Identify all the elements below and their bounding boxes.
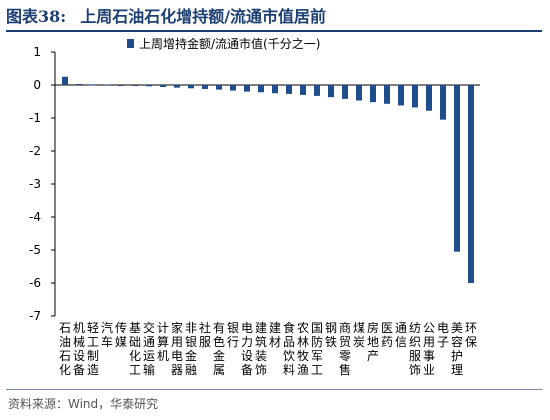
y-tick-label: -5 [29,243,41,257]
x-tick-label: 家用电器 [171,320,183,377]
x-tick-label: 非银金融 [185,321,197,377]
legend-label: 上周增持金额/流通市值(千分之一) [139,36,320,51]
bar [244,85,250,92]
x-tick-label: 房地产 [367,320,379,363]
x-axis-labels: 石油石化机械设备轻工制造汽车传媒基础化工交通运输计算机家用电器非银金融社服有色金… [59,320,477,377]
bar [370,85,376,103]
x-tick-label: 电力设备 [241,321,253,377]
bar [230,85,236,91]
x-tick-label: 计算机 [157,321,169,363]
x-tick-label: 石油石化 [59,321,71,377]
bar [356,85,362,101]
x-tick-label: 公用事业 [423,321,435,377]
x-tick-label: 通信 [395,321,407,349]
bar [468,85,474,283]
bar [412,85,418,108]
x-tick-label: 电子 [437,321,449,349]
x-tick-label: 传媒 [115,320,127,349]
x-tick-label: 商贸零售 [339,320,351,377]
bar [286,85,292,94]
x-tick-label: 美容护理 [451,321,463,377]
bar [300,85,306,95]
bar [328,85,334,98]
y-tick-label: 1 [33,45,41,59]
bar-chart: 上周增持金额/流通市值(千分之一) -7 -6 -5 -4 -3 -2 -1 0 1 石油石化机… [29,36,480,377]
figure-label: 图表38: [6,7,67,26]
x-tick-label: 建筑装饰 [255,321,267,377]
bar [132,85,138,86]
bar [216,85,222,90]
bar [160,85,166,87]
x-tick-label: 农林牧渔 [297,321,309,377]
title-underline [6,30,542,32]
bar [188,85,194,89]
y-tick-label: -6 [29,276,41,290]
bar [314,85,320,96]
source-note: 资料来源：Wind，华泰研究 [8,397,159,411]
x-tick-label: 煤炭 [353,321,365,349]
y-axis: -7 -6 -5 -4 -3 -2 -1 0 1 [29,45,480,323]
bar [90,84,96,86]
bar [202,85,208,89]
y-tick-label: -2 [29,144,41,158]
x-tick-label: 汽车 [101,320,113,349]
x-tick-label: 交通运输 [143,320,155,377]
y-tick-label: 0 [33,78,41,92]
bar [440,85,446,120]
x-tick-label: 建材 [269,321,281,349]
bar-series [62,76,474,283]
source-divider [6,389,542,390]
x-tick-label: 银行 [227,321,239,349]
x-tick-label: 医药 [381,321,393,349]
bar [104,84,110,86]
bar [258,85,264,93]
x-tick-label: 钢铁 [325,321,337,349]
bar [62,76,68,85]
x-tick-label: 轻工制造 [87,321,99,377]
bar [146,85,152,87]
bar [426,85,432,111]
x-tick-label: 基础化工 [129,321,141,377]
bar [384,85,390,104]
bar [342,85,348,99]
bar [76,84,82,86]
x-tick-label: 纺织服饰 [409,321,421,377]
chart-legend: 上周增持金额/流通市值(千分之一) [127,36,320,51]
x-tick-label: 机械设备 [73,321,85,377]
x-tick-label: 有色金属 [213,321,225,377]
x-tick-label: 社服 [199,320,211,349]
bar [398,85,404,106]
bar [174,85,180,88]
bar [272,85,278,94]
y-tick-label: -1 [29,111,41,125]
bar [454,85,460,252]
x-tick-label: 国防军工 [311,321,323,377]
x-tick-label: 食品饮料 [283,320,295,377]
legend-swatch [127,39,134,48]
figure-title: 图表38: 上周石油石化增持额/流通市值居前 [6,5,546,31]
x-tick-label: 环保 [465,321,477,349]
y-tick-label: -3 [29,177,41,191]
bar [118,85,124,86]
figure-title-text: 上周石油石化增持额/流通市值居前 [80,7,327,26]
y-tick-label: -4 [29,210,41,224]
y-tick-label: -7 [29,309,41,323]
